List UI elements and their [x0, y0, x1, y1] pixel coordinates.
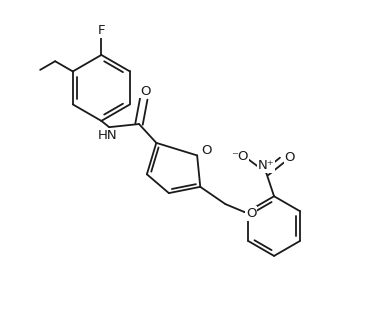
- Text: O: O: [246, 207, 257, 220]
- Text: O: O: [284, 151, 295, 164]
- Text: O: O: [201, 144, 212, 157]
- Text: ⁻O: ⁻O: [231, 149, 248, 163]
- Text: HN: HN: [98, 129, 117, 143]
- Text: N⁺: N⁺: [258, 159, 274, 172]
- Text: O: O: [140, 84, 150, 98]
- Text: F: F: [98, 24, 105, 37]
